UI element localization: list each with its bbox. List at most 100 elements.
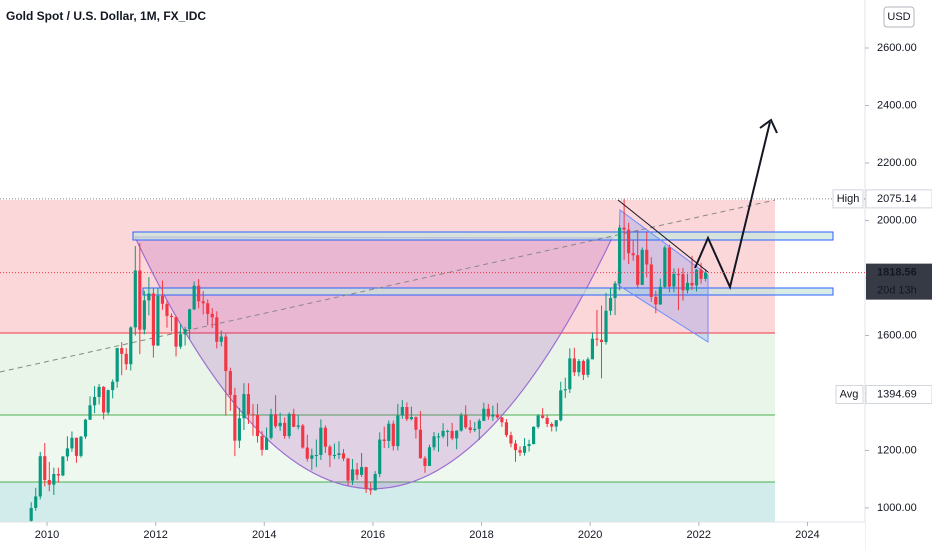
avg-value: 1394.69 (877, 388, 917, 400)
candle-body (341, 453, 346, 459)
candle-body (79, 436, 83, 456)
candle-body (47, 480, 51, 485)
candle-body (568, 358, 572, 390)
candle-body (658, 286, 662, 305)
countdown: 20d 13h (877, 285, 917, 297)
avg-value-tag (865, 384, 932, 404)
projection-arrow (694, 121, 771, 291)
candle-body (586, 359, 590, 375)
x-tick-label: 2012 (143, 529, 167, 541)
candle-body (704, 272, 708, 279)
candle-body (622, 227, 626, 230)
candle-body (432, 436, 436, 448)
candle-body (115, 348, 119, 382)
candle-body (477, 420, 481, 429)
x-tick-label: 2014 (252, 529, 276, 541)
candle-body (242, 394, 246, 419)
candle-body (518, 450, 522, 453)
candle-body (532, 426, 536, 445)
candle-body (355, 469, 359, 475)
candle-body (52, 473, 56, 485)
candle-body (627, 229, 631, 254)
high-value-tag (865, 189, 932, 209)
candle-body (572, 358, 576, 373)
candle-body (56, 473, 60, 476)
candle-body (65, 448, 69, 457)
candle-body (459, 415, 463, 431)
avg-tag (835, 384, 864, 404)
candle-body (631, 253, 635, 256)
arrow-head (759, 118, 778, 134)
candle-body (405, 407, 409, 420)
candle-body (102, 386, 106, 413)
candle-body (201, 301, 205, 304)
candle-body (690, 282, 694, 286)
candle-body (382, 439, 386, 441)
candle-body (260, 436, 264, 450)
candle-body (346, 458, 350, 481)
candle-body (373, 473, 377, 491)
candle-body (640, 249, 644, 285)
candle-body (509, 435, 513, 444)
candle-body (237, 418, 241, 441)
candle-body (645, 249, 649, 265)
candle-body (378, 439, 382, 474)
candle-body (536, 415, 540, 427)
candle-body (301, 425, 305, 448)
candle-body (436, 436, 441, 438)
candle-body (541, 415, 545, 418)
candle-body (441, 430, 445, 437)
candle-body (133, 270, 137, 328)
y-tick-label: 2000.00 (877, 214, 917, 226)
y-tick-label: 2600.00 (877, 42, 917, 54)
candle-body (224, 336, 228, 372)
cup-shape (134, 236, 613, 490)
candle-body (387, 423, 391, 441)
zone-teal (0, 482, 775, 522)
candle-body (38, 456, 42, 497)
x-tick-label: 2010 (35, 529, 59, 541)
candle-body (396, 415, 400, 447)
candle-body (360, 467, 364, 475)
y-tick-label: 1000.00 (877, 502, 917, 514)
candle-body (251, 414, 255, 416)
candle-body (527, 444, 531, 447)
candle-body (246, 394, 251, 415)
candle-body (97, 386, 101, 397)
candle-body (350, 469, 355, 481)
support-box (142, 287, 834, 296)
candle-body (391, 423, 395, 447)
candle-body (613, 283, 617, 299)
high-tag (832, 189, 864, 209)
candle-body (215, 317, 219, 342)
candle-body (667, 247, 671, 287)
candle-body (160, 295, 165, 304)
candle-body (43, 456, 47, 481)
high-value: 2075.14 (877, 193, 917, 205)
currency-button[interactable] (883, 6, 915, 28)
candle-body (604, 310, 608, 343)
candle-body (595, 338, 599, 340)
candle-body (169, 315, 174, 318)
candle-body (364, 467, 368, 490)
plot (29, 198, 708, 529)
candle-body (495, 414, 499, 418)
candle-body (581, 361, 585, 375)
currency[interactable]: USD (887, 11, 910, 23)
candle-body (681, 274, 685, 291)
candle-body (500, 417, 504, 423)
candle-body (468, 427, 472, 431)
y-tick-label: 2200.00 (877, 157, 917, 169)
candle-body (590, 338, 595, 360)
candle-body (255, 415, 260, 437)
candle-body (618, 227, 622, 284)
candle-body (464, 415, 468, 428)
y-tick-label: 1200.00 (877, 444, 917, 456)
candle-body (287, 413, 291, 437)
candle-body (283, 422, 287, 437)
candle-body (314, 455, 318, 457)
candle-body (219, 336, 223, 342)
candle-body (206, 303, 210, 314)
